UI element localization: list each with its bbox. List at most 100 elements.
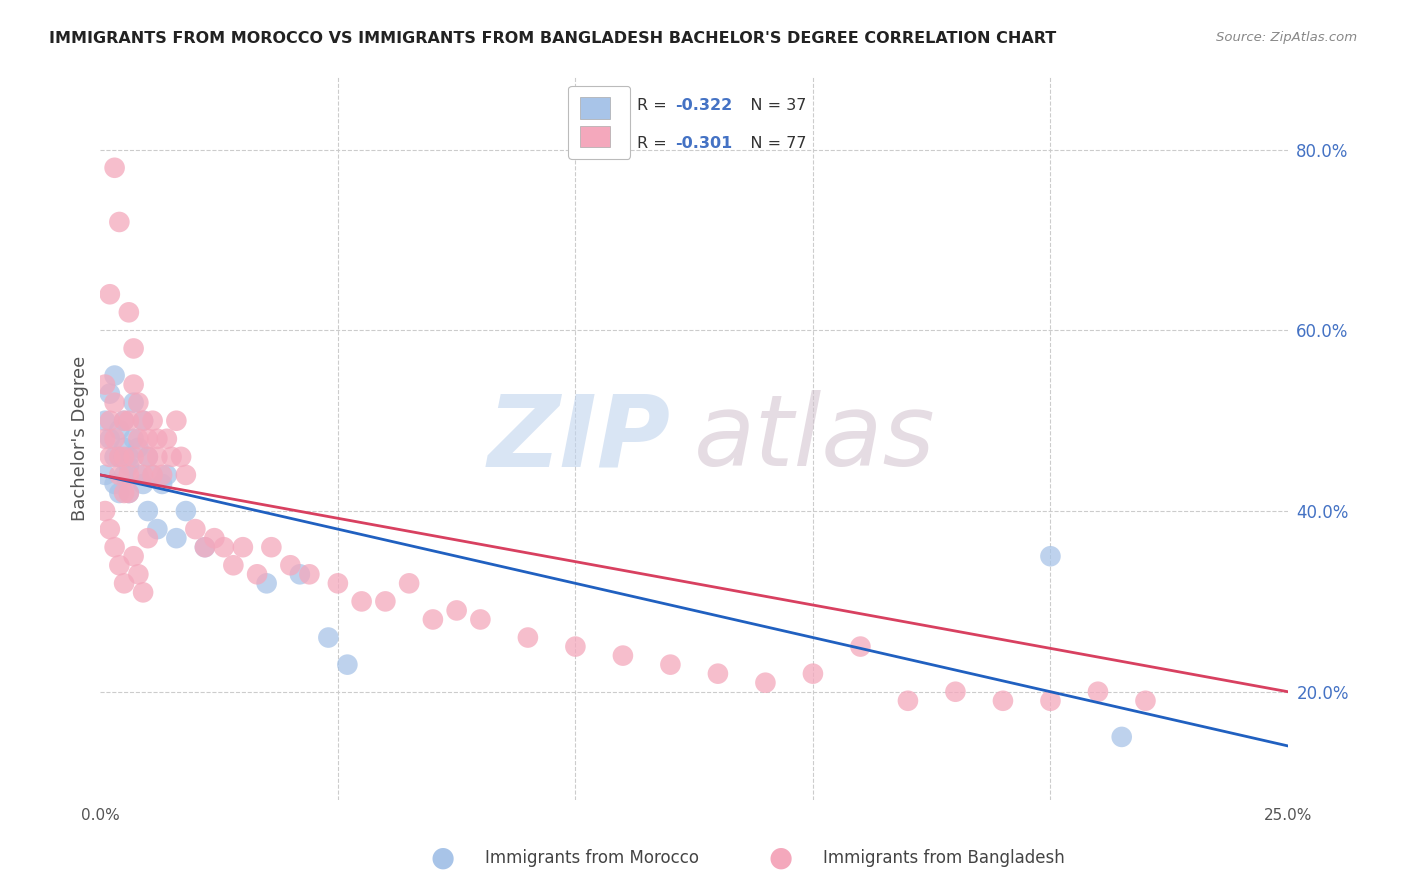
Point <box>122 395 145 409</box>
Text: Source: ZipAtlas.com: Source: ZipAtlas.com <box>1216 31 1357 45</box>
Point <box>170 450 193 464</box>
Point <box>122 377 145 392</box>
Point <box>136 504 159 518</box>
Point <box>112 467 135 482</box>
Point <box>122 342 145 356</box>
Point <box>122 432 145 446</box>
Point <box>98 414 121 428</box>
Text: N = 77: N = 77 <box>735 136 807 151</box>
Text: Immigrants from Morocco: Immigrants from Morocco <box>485 849 699 867</box>
Point <box>132 477 155 491</box>
Point <box>160 450 183 464</box>
Point <box>108 450 131 464</box>
Point <box>98 386 121 401</box>
Point <box>94 467 117 482</box>
Point <box>945 684 967 698</box>
Y-axis label: Bachelor's Degree: Bachelor's Degree <box>72 356 89 522</box>
Point <box>98 432 121 446</box>
Point <box>118 414 141 428</box>
Point <box>849 640 872 654</box>
Point <box>104 477 127 491</box>
Point <box>156 467 179 482</box>
Point <box>136 450 159 464</box>
Point <box>165 531 187 545</box>
Point <box>132 585 155 599</box>
Point <box>897 694 920 708</box>
Point <box>104 368 127 383</box>
Point <box>112 486 135 500</box>
Point <box>108 486 131 500</box>
Text: Immigrants from Bangladesh: Immigrants from Bangladesh <box>823 849 1064 867</box>
Point <box>222 558 245 573</box>
Point <box>280 558 302 573</box>
Point <box>132 467 155 482</box>
Point <box>165 414 187 428</box>
Point <box>98 450 121 464</box>
Point <box>127 567 149 582</box>
Point <box>202 531 225 545</box>
Point <box>174 467 197 482</box>
Point <box>108 215 131 229</box>
Point <box>127 441 149 455</box>
Text: atlas: atlas <box>695 391 936 487</box>
Point <box>801 666 824 681</box>
Point <box>108 467 131 482</box>
Point <box>108 450 131 464</box>
Point <box>118 450 141 464</box>
Point <box>142 467 165 482</box>
Point <box>94 414 117 428</box>
Point <box>118 486 141 500</box>
Point <box>156 432 179 446</box>
Point <box>127 467 149 482</box>
Point <box>212 540 235 554</box>
Point <box>754 675 776 690</box>
Point <box>374 594 396 608</box>
Point <box>112 441 135 455</box>
Point <box>326 576 349 591</box>
Point <box>1087 684 1109 698</box>
Point <box>991 694 1014 708</box>
Point <box>104 161 127 175</box>
Point <box>118 458 141 473</box>
Point <box>318 631 340 645</box>
Point <box>112 414 135 428</box>
Point <box>336 657 359 672</box>
Point <box>1039 694 1062 708</box>
Point <box>146 432 169 446</box>
Point <box>122 450 145 464</box>
Point <box>127 432 149 446</box>
Point <box>194 540 217 554</box>
Point <box>142 467 165 482</box>
Text: ZIP: ZIP <box>488 391 671 487</box>
Text: N = 37: N = 37 <box>735 98 807 113</box>
Point <box>118 467 141 482</box>
Point <box>184 522 207 536</box>
Point <box>104 450 127 464</box>
Text: -0.322: -0.322 <box>675 98 733 113</box>
Point <box>94 377 117 392</box>
Point <box>398 576 420 591</box>
Point <box>108 423 131 437</box>
Text: ●: ● <box>768 844 793 872</box>
Point <box>516 631 538 645</box>
Point <box>94 504 117 518</box>
Text: ●: ● <box>430 844 456 872</box>
Point <box>136 450 159 464</box>
Point <box>94 432 117 446</box>
Point <box>564 640 586 654</box>
Point <box>256 576 278 591</box>
Point <box>104 432 127 446</box>
Text: R =: R = <box>637 98 672 113</box>
Point <box>127 395 149 409</box>
Point <box>174 504 197 518</box>
Point <box>122 549 145 564</box>
Text: IMMIGRANTS FROM MOROCCO VS IMMIGRANTS FROM BANGLADESH BACHELOR'S DEGREE CORRELAT: IMMIGRANTS FROM MOROCCO VS IMMIGRANTS FR… <box>49 31 1056 46</box>
Point <box>194 540 217 554</box>
Point <box>112 576 135 591</box>
Point <box>470 612 492 626</box>
Point <box>118 305 141 319</box>
Point <box>108 558 131 573</box>
Point <box>260 540 283 554</box>
Point <box>350 594 373 608</box>
Point <box>246 567 269 582</box>
